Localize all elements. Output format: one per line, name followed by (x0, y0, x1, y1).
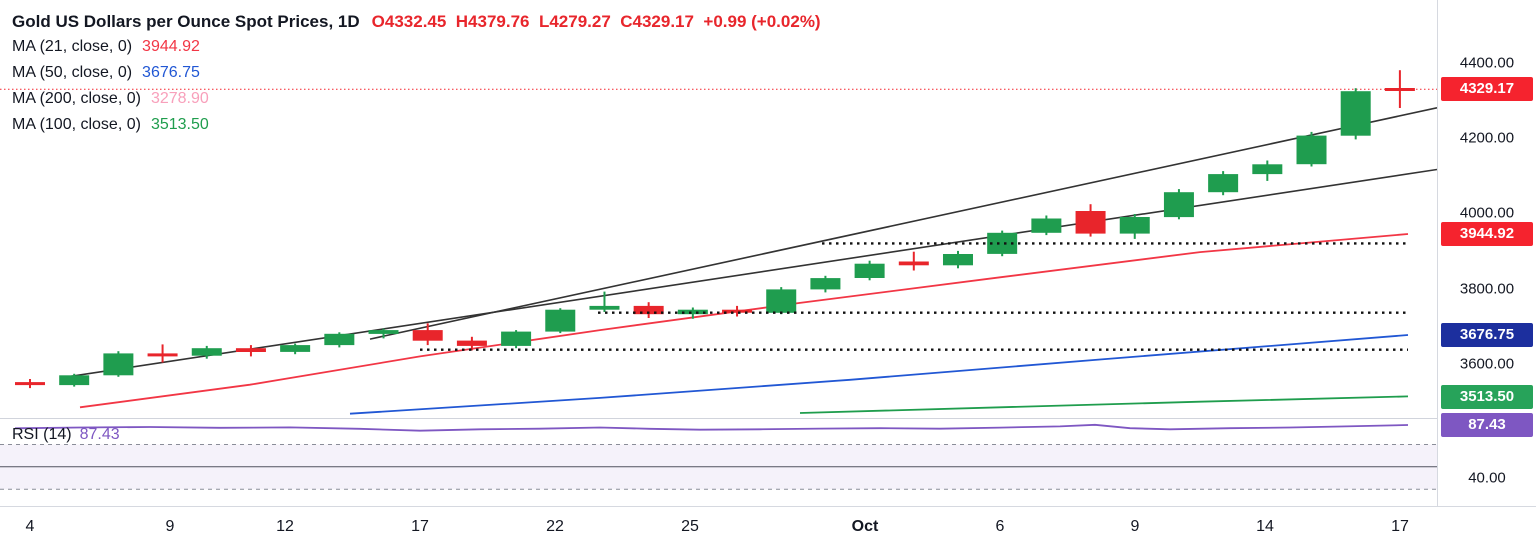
ma-value: 3513.50 (150, 116, 209, 133)
price-badge: 3676.75 (1441, 323, 1533, 348)
rsi-line (14, 423, 1409, 432)
time-axis-label: 9 (165, 517, 175, 535)
candle-body (1208, 174, 1239, 193)
rsi-label: RSI (14) (12, 426, 72, 443)
chart-canvas[interactable] (0, 0, 1437, 506)
candle-body (103, 353, 134, 376)
symbol-title: Gold US Dollars per Ounce Spot Prices, 1… (12, 12, 360, 31)
ma-label: MA (21, close, 0) (12, 38, 133, 55)
candle-body (633, 305, 664, 315)
ma-legend-row-3[interactable]: MA (100, close, 0) 3513.50 (12, 116, 821, 142)
candle-body (766, 289, 797, 313)
candle-body (854, 263, 885, 278)
ma-legend-row-2[interactable]: MA (200, close, 0) 3278.90 (12, 90, 821, 116)
price-axis-label: 40.00 (1468, 469, 1506, 487)
price-badge: 87.43 (1441, 413, 1533, 437)
candle-body (589, 305, 620, 310)
candle-body (235, 348, 266, 352)
main-pane (0, 70, 1437, 415)
time-axis-label: 9 (1130, 517, 1140, 535)
price-axis-label: 3600.00 (1459, 355, 1515, 373)
pane-divider[interactable] (0, 418, 1437, 419)
time-axis-label: 4 (25, 517, 35, 535)
ma-label: MA (50, close, 0) (12, 64, 133, 81)
time-axis-label: 17 (411, 517, 429, 535)
time-axis-label: 25 (681, 517, 699, 535)
candle-body (147, 353, 178, 357)
trendline[interactable] (369, 107, 1437, 340)
ma-value: 3944.92 (142, 38, 200, 55)
candle-body (898, 261, 929, 266)
candle-body (545, 309, 576, 332)
ma-value: 3278.90 (150, 90, 209, 107)
ma-legend-row-0[interactable]: MA (21, close, 0) 3944.92 (12, 38, 821, 64)
candle-body (191, 348, 222, 356)
ma-legend: MA (21, close, 0) 3944.92 MA (50, close, 0… (12, 38, 821, 142)
candle-body (15, 382, 45, 386)
candle-body (324, 333, 355, 346)
price-axis-label: 3800.00 (1459, 280, 1515, 298)
rsi-pane (0, 423, 1437, 490)
candle-body (942, 254, 973, 266)
candle-body (1384, 88, 1415, 91)
candle-body (1163, 192, 1194, 218)
time-axis[interactable]: 4 9 12 17 22 25 Oct 6 9 14 17 (0, 506, 1536, 546)
ma-value: 3676.75 (142, 64, 200, 81)
price-badge: 4329.17 (1441, 77, 1533, 102)
time-axis-label: 12 (276, 517, 294, 535)
trendline[interactable] (64, 168, 1437, 378)
ma-label: MA (200, close, 0) (12, 90, 141, 107)
symbol-title-row[interactable]: Gold US Dollars per Ounce Spot Prices, 1… (12, 12, 821, 38)
price-badge: 3944.92 (1441, 222, 1533, 246)
candle-body (1031, 218, 1062, 233)
ohlc-values: O4332.45 H4379.76 L4279.27 C4329.17 +0.9… (371, 12, 821, 31)
ma100-line (799, 395, 1409, 414)
candle-body (810, 278, 841, 290)
ma-label: MA (100, close, 0) (12, 116, 141, 133)
ma-legend-row-1[interactable]: MA (50, close, 0) 3676.75 (12, 64, 821, 90)
time-axis-label: Oct (851, 517, 879, 535)
time-axis-label: 14 (1256, 517, 1274, 535)
candle-body (677, 309, 708, 315)
time-axis-label: 17 (1391, 517, 1409, 535)
price-axis-label: 4000.00 (1459, 204, 1515, 222)
rsi-value: 87.43 (79, 426, 120, 443)
legend: Gold US Dollars per Ounce Spot Prices, 1… (12, 12, 821, 142)
candle-body (1119, 217, 1150, 234)
candle-body (1296, 135, 1327, 165)
candle-body (1340, 91, 1371, 136)
candle-body (501, 331, 532, 346)
candle-body (722, 309, 753, 313)
candle-body (987, 232, 1018, 254)
candle-body (1075, 211, 1106, 234)
candle-body (412, 330, 443, 341)
candle-body (1252, 164, 1283, 175)
time-axis-label: 22 (546, 517, 564, 535)
candle-body (59, 375, 90, 386)
price-badge: 3513.50 (1441, 384, 1533, 409)
ma21-line (79, 233, 1409, 409)
candle-body (368, 330, 399, 334)
candle-body (456, 340, 487, 346)
rsi-legend[interactable]: RSI (14) 87.43 (12, 426, 120, 444)
ma50-line (349, 334, 1409, 415)
time-axis-label: 6 (995, 517, 1005, 535)
price-axis[interactable]: 4400.00 4200.00 4000.00 3800.00 3600.00 40.00… (1437, 0, 1536, 506)
price-axis-label: 4400.00 (1459, 54, 1515, 71)
price-axis-label: 4200.00 (1459, 129, 1515, 147)
candle-body (280, 345, 311, 352)
